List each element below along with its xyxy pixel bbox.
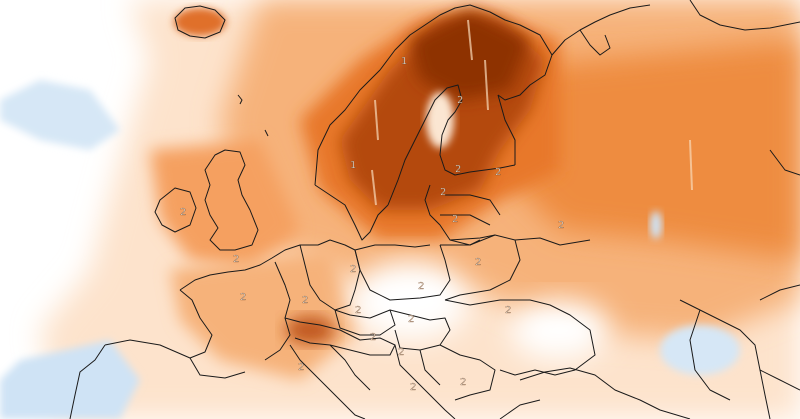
grid-label: 1 [350,160,356,171]
grid-label: 2 [495,167,501,178]
grid-label: 2 [355,305,361,316]
grid-label: 2 [350,264,356,275]
grid-label: 2 [240,292,246,303]
grid-label: 2 [418,281,424,292]
grid-label: 2 [475,257,481,268]
grid-label: 2 [457,95,463,106]
grid-label: 2 [460,377,466,388]
grid-label: 2 [440,187,446,198]
grid-label: 2 [398,347,404,358]
grid-label: 2 [558,220,564,231]
grid-label: 2 [455,164,461,175]
grid-label: 2 [180,207,186,218]
grid-streaks [371,19,693,206]
coastlines-and-borders [69,0,800,419]
grid-label: 2 [452,214,458,225]
grid-label: 2 [298,362,304,373]
grid-label: 2 [505,305,511,316]
grid-label: 2 [408,314,414,325]
grid-label: 2 [410,382,416,393]
grid-label: 2 [302,295,308,306]
grid-label: 2 [370,332,376,343]
grid-label: 2 [233,254,239,265]
grid-value-labels: 1 2 1 2 2 2 2 2 2 2 2 2 2 2 2 2 2 2 2 2 … [180,56,565,393]
grid-label: 1 [401,56,407,67]
